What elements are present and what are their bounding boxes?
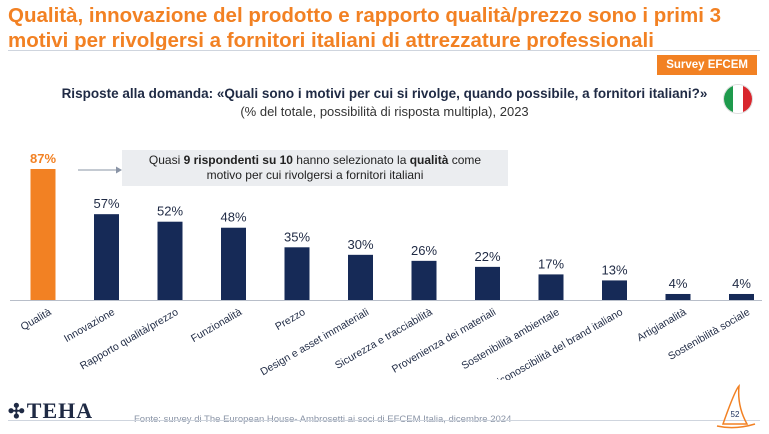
bar-8	[538, 274, 564, 300]
category-label-7: Provenienza dei materiali	[390, 306, 498, 375]
data-label-0: 87%	[30, 151, 56, 166]
teha-logo: ✣ TEHA	[8, 398, 93, 424]
question-text: Risposte alla domanda: «Quali sono i mot…	[61, 86, 708, 101]
source-note: Fonte: survey di The European House- Amb…	[134, 414, 511, 425]
bar-1	[94, 214, 119, 300]
category-label-1: Innovazione	[62, 306, 117, 345]
category-label-4: Prezzo	[273, 306, 307, 333]
bar-10	[665, 293, 691, 300]
sail-logo-icon: 52	[716, 384, 756, 429]
bar-6	[411, 260, 437, 300]
category-label-10: Artigianalità	[635, 306, 689, 344]
data-label-4: 35%	[284, 229, 310, 244]
callout-text-c: hanno selezionato la	[292, 153, 410, 167]
bar-0	[30, 169, 56, 300]
data-label-10: 4%	[669, 276, 688, 291]
callout-text-b: 9 rispondenti su 10	[183, 153, 293, 167]
data-label-3: 48%	[220, 210, 246, 225]
survey-badge: Survey EFCEM	[657, 55, 757, 75]
bar-5	[348, 254, 373, 300]
callout-text-e: come	[448, 153, 482, 167]
bar-7	[475, 266, 500, 300]
page-title: Qualità, innovazione del prodotto e rapp…	[8, 4, 721, 52]
category-label-5: Design e asset immateriali	[258, 306, 371, 378]
teha-logo-icon: ✣	[8, 400, 25, 423]
data-label-2: 52%	[157, 204, 183, 219]
data-label-6: 26%	[411, 243, 437, 258]
bar-3	[221, 227, 246, 300]
callout-text-d: qualità	[409, 153, 449, 167]
bar-9	[602, 280, 627, 300]
question-subtitle: (% del totale, possibilità di risposta m…	[240, 104, 529, 119]
callout-box: Quasi 9 rispondenti su 10 hanno selezion…	[122, 150, 508, 186]
data-label-1: 57%	[93, 196, 119, 211]
italy-flag-icon	[723, 84, 753, 114]
data-label-7: 22%	[474, 249, 500, 264]
bar-2	[157, 221, 183, 300]
data-label-5: 30%	[347, 237, 373, 252]
bar-11	[729, 293, 754, 300]
category-label-0: Qualità	[19, 306, 54, 333]
data-label-9: 13%	[601, 262, 627, 277]
teha-logo-text: TEHA	[26, 398, 94, 423]
data-label-8: 17%	[538, 256, 564, 271]
callout-text-a: Quasi	[148, 153, 184, 167]
category-label-3: Funzionalità	[189, 306, 244, 345]
footer-divider	[8, 420, 760, 421]
title-divider	[8, 50, 760, 51]
bar-4	[284, 247, 310, 300]
page-number: 52	[731, 410, 740, 419]
callout-arrow-icon	[78, 166, 122, 174]
callout-text-line2: motivo per cui rivolgersi a fornitori it…	[206, 168, 424, 182]
data-label-11: 4%	[732, 276, 751, 291]
